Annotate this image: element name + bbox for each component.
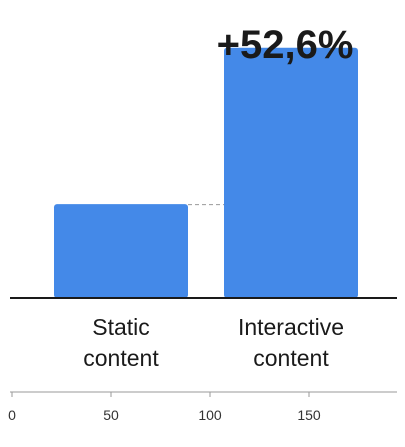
category-label-2-line-2: content xyxy=(253,345,329,371)
category-label-1-line-1: Static xyxy=(92,314,150,340)
category-label-2-line-1: Interactive xyxy=(238,314,344,340)
x-axis-ticks: 0 50 100 150 xyxy=(8,392,321,423)
bar-interactive-content xyxy=(224,47,358,298)
category-labels: Static content Interactive content xyxy=(83,314,344,371)
x-tick-label-100: 100 xyxy=(198,407,222,423)
x-tick-label-50: 50 xyxy=(103,407,119,423)
bars xyxy=(54,47,358,298)
category-label-1-line-2: content xyxy=(83,345,159,371)
x-tick-label-0: 0 xyxy=(8,407,16,423)
x-tick-label-150: 150 xyxy=(297,407,321,423)
bar-static-content xyxy=(54,204,188,298)
change-annotation: +52,6% xyxy=(217,23,354,67)
